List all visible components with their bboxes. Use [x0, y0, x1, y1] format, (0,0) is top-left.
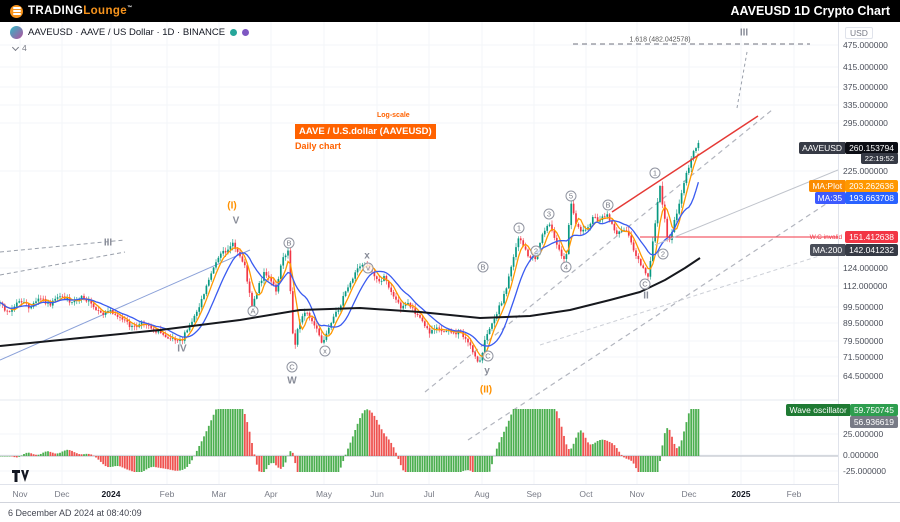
top-header: TRADINGLounge™ AAVEUSD 1D Crypto Chart: [0, 0, 900, 22]
tradingview-logo[interactable]: [12, 469, 32, 487]
aave-coin-icon: [10, 26, 23, 39]
chart-title-label: AAVE / U.S.dollar (AAVEUSD): [295, 124, 436, 139]
time-axis-label: 2024: [101, 489, 121, 499]
time-axis-label: 2025: [731, 489, 751, 499]
price-axis[interactable]: [838, 22, 900, 502]
symbol-info-bar[interactable]: AAVEUSD · AAVE / US Dollar · 1D · BINANC…: [10, 26, 250, 39]
currency-label[interactable]: USD: [845, 27, 873, 39]
indicator-dot-icon: [230, 29, 238, 36]
time-axis-label: Nov: [629, 489, 645, 499]
trademark-symbol: ™: [127, 5, 133, 12]
indicator-count: 4: [22, 43, 27, 53]
tradinglounge-logo-icon: [10, 4, 23, 18]
chart-label-box: Log-scale AAVE / U.S.dollar (AAVEUSD) Da…: [295, 112, 436, 151]
time-axis-label: Jul: [423, 489, 435, 499]
time-axis-label: Jun: [370, 489, 384, 499]
tradinglounge-logo: TRADINGLounge™: [10, 4, 133, 18]
bottom-status-bar: 6 December AD 2024 at 08:40:09: [0, 502, 900, 522]
time-axis-label: Feb: [159, 489, 175, 499]
log-scale-label: Log-scale: [377, 112, 410, 119]
time-axis-label: May: [315, 489, 333, 499]
brand-name: TRADINGLounge™: [28, 5, 133, 17]
time-axis[interactable]: Nov Dec 2024 Feb Mar Apr May Jun Jul Aug Sep Oct Nov…: [0, 484, 838, 502]
time-axis-label: Oct: [579, 489, 593, 499]
time-axis-label: Sep: [526, 489, 542, 499]
time-axis-label: Aug: [474, 489, 490, 499]
indicator-collapse-toggle[interactable]: 4: [11, 43, 27, 53]
time-axis-label: Apr: [264, 489, 278, 499]
brand-trading: TRADING: [28, 5, 84, 17]
brand-lounge: Lounge: [83, 5, 128, 17]
price-chart-canvas[interactable]: [0, 22, 838, 484]
symbol-description: AAVEUSD · AAVE / US Dollar · 1D · BINANC…: [28, 27, 226, 38]
chart-timestamp: 6 December AD 2024 at 08:40:09: [8, 507, 142, 518]
time-axis-label: Dec: [681, 489, 697, 499]
time-axis-label: Mar: [211, 489, 227, 499]
time-axis-label: Feb: [786, 489, 802, 499]
page-title: AAVEUSD 1D Crypto Chart: [730, 4, 890, 18]
chevron-down-icon: [11, 43, 20, 51]
time-axis-label: Dec: [54, 489, 70, 499]
indicator-dot-icon: [242, 29, 250, 36]
time-axis-label: Nov: [12, 489, 28, 499]
chart-subtitle-label: Daily chart: [295, 141, 342, 151]
